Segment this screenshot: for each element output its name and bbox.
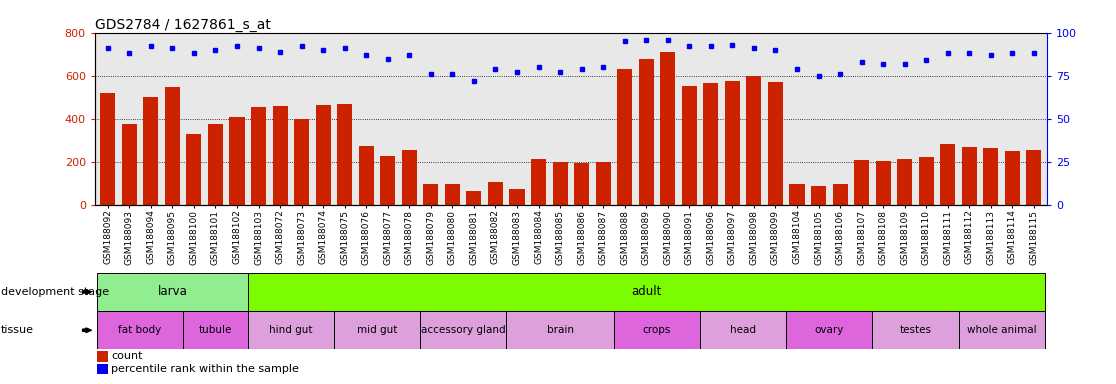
Bar (97, 364, 108, 374)
Bar (420, 311, 507, 349)
Text: crops: crops (643, 325, 671, 335)
Bar (638, 58, 654, 205)
Bar (272, 106, 288, 205)
Text: testes: testes (899, 325, 932, 335)
Bar (316, 105, 330, 205)
Bar (682, 86, 696, 205)
Text: percentile rank within the sample: percentile rank within the sample (112, 364, 299, 374)
Text: fat body: fat body (118, 325, 162, 335)
Bar (423, 184, 439, 205)
Bar (337, 104, 353, 205)
Bar (143, 98, 158, 205)
Text: tissue: tissue (1, 325, 35, 335)
Bar (251, 107, 266, 205)
Bar (724, 81, 740, 205)
Text: mid gut: mid gut (357, 325, 397, 335)
Bar (334, 311, 420, 349)
Bar (617, 70, 633, 205)
Bar (208, 124, 223, 205)
Bar (248, 311, 334, 349)
Bar (358, 146, 374, 205)
Bar (100, 93, 115, 205)
Bar (509, 189, 525, 205)
Bar (940, 144, 955, 205)
Text: adult: adult (631, 285, 662, 298)
Bar (747, 76, 761, 205)
Bar (786, 311, 873, 349)
Bar (596, 162, 610, 205)
Bar (873, 311, 959, 349)
Bar (507, 311, 614, 349)
Bar (531, 159, 546, 205)
Bar (959, 311, 1045, 349)
Bar (1027, 151, 1041, 205)
Text: head: head (730, 325, 757, 335)
Bar (876, 161, 891, 205)
Bar (918, 157, 934, 205)
Bar (97, 273, 248, 311)
Bar (897, 159, 912, 205)
Bar (789, 184, 805, 205)
Bar (983, 148, 999, 205)
Text: larva: larva (157, 285, 187, 298)
Bar (811, 186, 826, 205)
Bar (1004, 151, 1020, 205)
Bar (186, 134, 202, 205)
Bar (381, 156, 395, 205)
Text: brain: brain (547, 325, 574, 335)
Bar (552, 162, 568, 205)
Bar (445, 184, 460, 205)
Bar (962, 147, 976, 205)
Bar (97, 311, 183, 349)
Text: tubule: tubule (199, 325, 232, 335)
Text: ovary: ovary (815, 325, 844, 335)
Text: accessory gland: accessory gland (421, 325, 506, 335)
Text: hind gut: hind gut (269, 325, 312, 335)
Text: GDS2784 / 1627861_s_at: GDS2784 / 1627861_s_at (95, 18, 271, 31)
Bar (614, 311, 700, 349)
Bar (230, 117, 244, 205)
Bar (574, 163, 589, 205)
Text: count: count (112, 351, 143, 361)
Bar (122, 124, 137, 205)
Bar (97, 351, 108, 362)
Bar (768, 82, 783, 205)
Bar (183, 311, 248, 349)
Bar (661, 52, 675, 205)
Bar (833, 184, 847, 205)
Bar (854, 160, 869, 205)
Bar (295, 119, 309, 205)
Bar (700, 311, 786, 349)
Bar (248, 273, 1045, 311)
Bar (703, 83, 719, 205)
Bar (488, 182, 503, 205)
Text: whole animal: whole animal (966, 325, 1037, 335)
Bar (402, 151, 417, 205)
Text: development stage: development stage (1, 287, 109, 297)
Bar (466, 191, 481, 205)
Bar (165, 87, 180, 205)
